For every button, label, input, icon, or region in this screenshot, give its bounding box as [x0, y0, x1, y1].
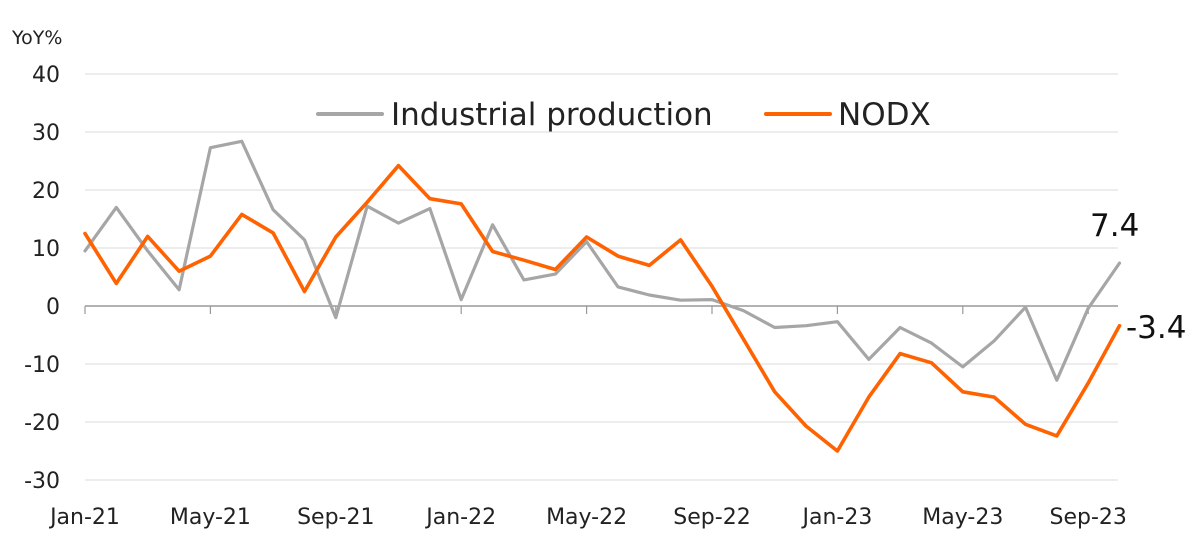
y-axis-unit: YoY% [11, 27, 62, 49]
legend-label-nodx: NODX [838, 97, 931, 133]
end-label-industrial-production: 7.4 [1090, 208, 1139, 244]
end-label-nodx: -3.4 [1126, 310, 1187, 346]
gridlines [85, 73, 1118, 481]
legend-label-industrial-production: Industrial production [391, 97, 713, 133]
x-tick-label: Sep-23 [1049, 505, 1126, 530]
legend: Industrial production NODX [316, 97, 931, 133]
y-tick-label: 10 [32, 237, 60, 262]
x-tick-label: May-22 [546, 505, 627, 530]
x-axis-ticks: Jan-21 May-21 Sep-21 Jan-22 May-22 Sep-22 Jan-… [48, 505, 1127, 530]
series-line-industrial-production [83, 139, 1122, 382]
x-tick-label: Jan-21 [48, 505, 120, 530]
y-tick-label: 20 [32, 179, 60, 204]
y-tick-label: -20 [24, 411, 60, 436]
series-lines [83, 139, 1122, 453]
x-tick-label: Jan-23 [800, 505, 872, 530]
x-axis-tick-marks [84, 306, 1089, 314]
x-tick-label: May-21 [170, 505, 251, 530]
x-tick-label: Sep-22 [673, 505, 750, 530]
y-axis-ticks: 40 30 20 10 0 -10 -20 -30 [24, 63, 60, 494]
x-tick-label: May-23 [922, 505, 1003, 530]
x-tick-label: Jan-22 [424, 505, 496, 530]
series-line-nodx [83, 163, 1122, 453]
y-tick-label: -10 [24, 353, 60, 378]
y-tick-label: -30 [24, 469, 60, 494]
x-tick-label: Sep-21 [297, 505, 374, 530]
y-tick-label: 40 [32, 63, 60, 88]
y-tick-label: 0 [46, 295, 60, 320]
y-tick-label: 30 [32, 121, 60, 146]
